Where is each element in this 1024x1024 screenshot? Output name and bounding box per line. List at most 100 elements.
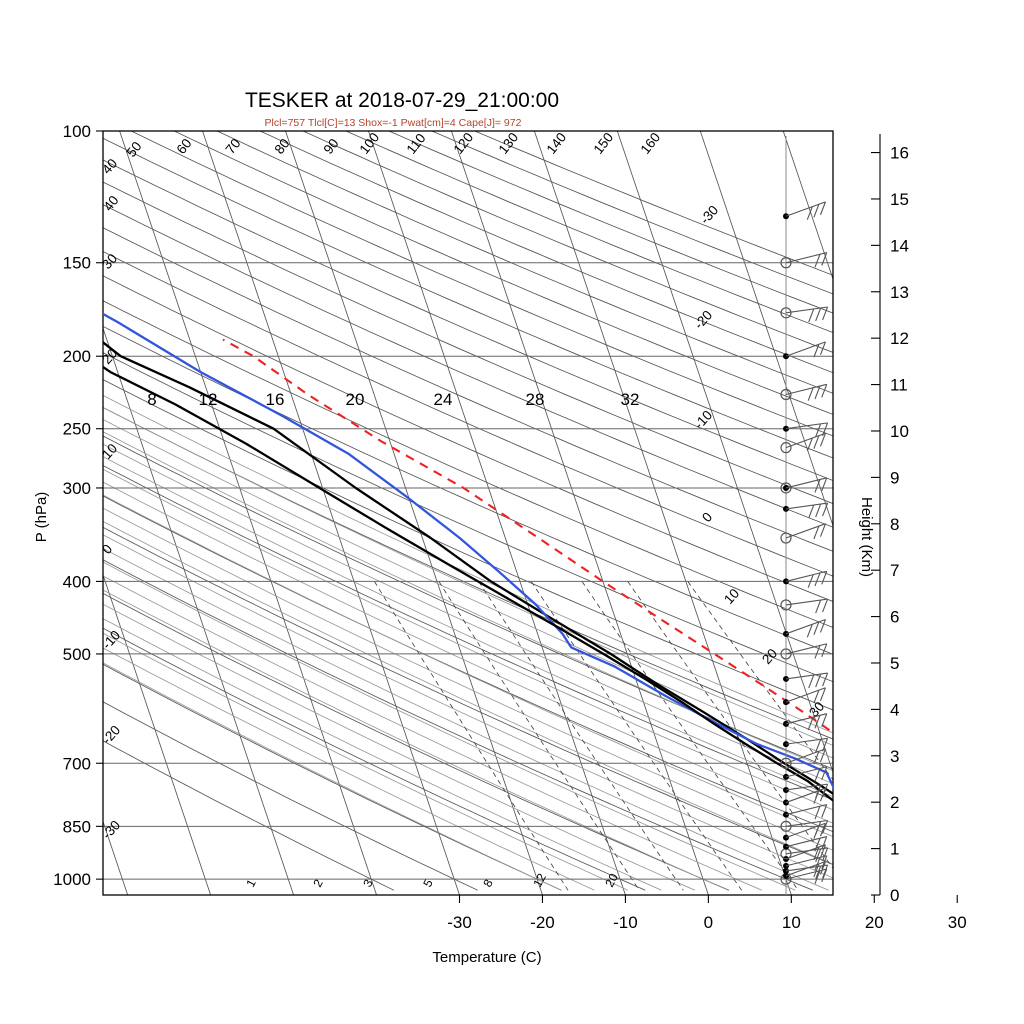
dry-adiabat-label: 160 <box>638 130 664 157</box>
height-tick-label: 15 <box>890 190 909 209</box>
wind-level-marker <box>780 532 792 544</box>
wind-barb <box>785 643 828 659</box>
mixing-ratio-label: 8 <box>480 877 496 890</box>
height-tick-label: 13 <box>890 283 909 302</box>
mixing-ratio-label: 5 <box>420 877 436 890</box>
wind-barb <box>785 868 828 884</box>
wind-barb <box>785 713 828 731</box>
dry-adiabat-label: 60 <box>174 136 195 157</box>
height-tick-label: 12 <box>890 329 909 348</box>
pressure-tick-label: 700 <box>63 754 91 773</box>
height-tick-label: 1 <box>890 840 899 859</box>
wind-barb <box>785 618 826 638</box>
wind-barb <box>785 847 829 863</box>
wind-level-marker <box>780 388 792 401</box>
temperature-tick-label: 10 <box>782 913 801 932</box>
dry-adiabat-label: 70 <box>223 136 244 157</box>
moist-adiabat-label: 28 <box>526 390 545 409</box>
temperature-tick-label: 30 <box>948 913 967 932</box>
wind-barb <box>785 672 829 689</box>
height-tick-label: 8 <box>890 515 899 534</box>
temperature-tick-label: -30 <box>447 913 472 932</box>
wind-barb <box>785 783 829 799</box>
isotherm-label-right: 10 <box>721 586 742 607</box>
plot-frame <box>102 130 834 896</box>
y-axis-label: P (hPa) <box>33 492 50 543</box>
pressure-tick-label: 300 <box>63 479 91 498</box>
dry-adiabat-label: 120 <box>451 130 477 157</box>
dry-adiabat-label: 140 <box>544 130 570 157</box>
profile-temperature-right <box>103 365 833 802</box>
mixing-ratio-label: 2 <box>310 877 326 890</box>
isotherm-label-left: 10 <box>99 441 120 462</box>
wind-barb <box>785 523 826 540</box>
wind-barb <box>785 252 828 268</box>
pressure-tick-label: 150 <box>63 254 91 273</box>
wind-barb <box>785 598 829 614</box>
pressure-tick-label: 100 <box>63 122 91 141</box>
wind-barb <box>785 502 829 519</box>
pressure-tick-label: 500 <box>63 645 91 664</box>
pressure-tick-label: 250 <box>63 420 91 439</box>
isotherm-label-left: 40 <box>99 156 120 177</box>
temperature-tick-label: 0 <box>704 913 713 932</box>
dry-adiabat-label: 90 <box>321 136 342 157</box>
height-tick-label: 10 <box>890 422 909 441</box>
mixing-ratio-label: 12 <box>530 871 549 890</box>
wind-barb <box>785 737 829 753</box>
profile-temperature <box>103 340 833 795</box>
wind-barb <box>785 422 829 438</box>
isotherm-label-left: 30 <box>99 251 120 272</box>
dry-adiabat-label: 130 <box>496 130 522 157</box>
y2-axis-label: Height (Km) <box>858 497 875 577</box>
dry-adiabat-label: 40 <box>101 193 122 214</box>
mixing-ratio-label: 1 <box>243 877 259 890</box>
wind-barb <box>785 748 826 765</box>
x-axis-label: Temperature (C) <box>432 949 541 966</box>
wind-level-marker <box>780 307 792 319</box>
sounding-profiles <box>103 312 833 802</box>
isotherm-label-left: 0 <box>99 541 115 557</box>
temperature-tick-label: -20 <box>530 913 555 932</box>
sounding-indices-subtitle: Plcl=757 Tlcl[C]=13 Shox=-1 Pwat[cm]=4 C… <box>265 117 522 129</box>
wind-barb-column <box>780 136 829 895</box>
moist-adiabat-label: 32 <box>621 390 640 409</box>
pressure-tick-label: 400 <box>63 572 91 591</box>
pressure-tick-label: 1000 <box>53 870 91 889</box>
wind-barb <box>785 383 828 401</box>
pressure-tick-label: 200 <box>63 347 91 366</box>
wind-level-marker <box>780 257 792 269</box>
height-tick-label: 6 <box>890 608 899 627</box>
wind-level-marker <box>780 599 792 611</box>
moist-adiabat-label: 8 <box>147 390 156 409</box>
height-tick-label: 11 <box>890 376 908 395</box>
wind-level-marker <box>780 820 792 832</box>
moist-adiabat-label: 24 <box>434 390 453 409</box>
wind-level-marker <box>780 442 792 454</box>
wind-barb <box>785 766 828 782</box>
dry-adiabat-label: 50 <box>124 139 145 160</box>
wind-barb <box>785 855 828 871</box>
wind-barb <box>785 787 826 804</box>
temperature-tick-label: -10 <box>613 913 638 932</box>
page-title: TESKER at 2018-07-29_21:00:00 <box>245 89 559 112</box>
isotherm-label-right: 0 <box>699 509 715 525</box>
isotherm-label-right: -20 <box>691 307 715 332</box>
moist-adiabat-label: 16 <box>266 390 285 409</box>
height-tick-label: 7 <box>890 561 899 580</box>
dry-adiabat-label: 80 <box>272 136 293 157</box>
height-tick-label: 9 <box>890 468 899 487</box>
profile-parcel-path <box>222 338 833 734</box>
wind-level-marker <box>780 757 792 769</box>
height-tick-label: 14 <box>890 236 909 255</box>
height-tick-label: 16 <box>890 144 909 163</box>
height-tick-label: 3 <box>890 747 899 766</box>
wind-barb <box>785 864 829 880</box>
height-tick-label: 2 <box>890 793 899 812</box>
mixing-ratio-label: 20 <box>602 871 621 890</box>
